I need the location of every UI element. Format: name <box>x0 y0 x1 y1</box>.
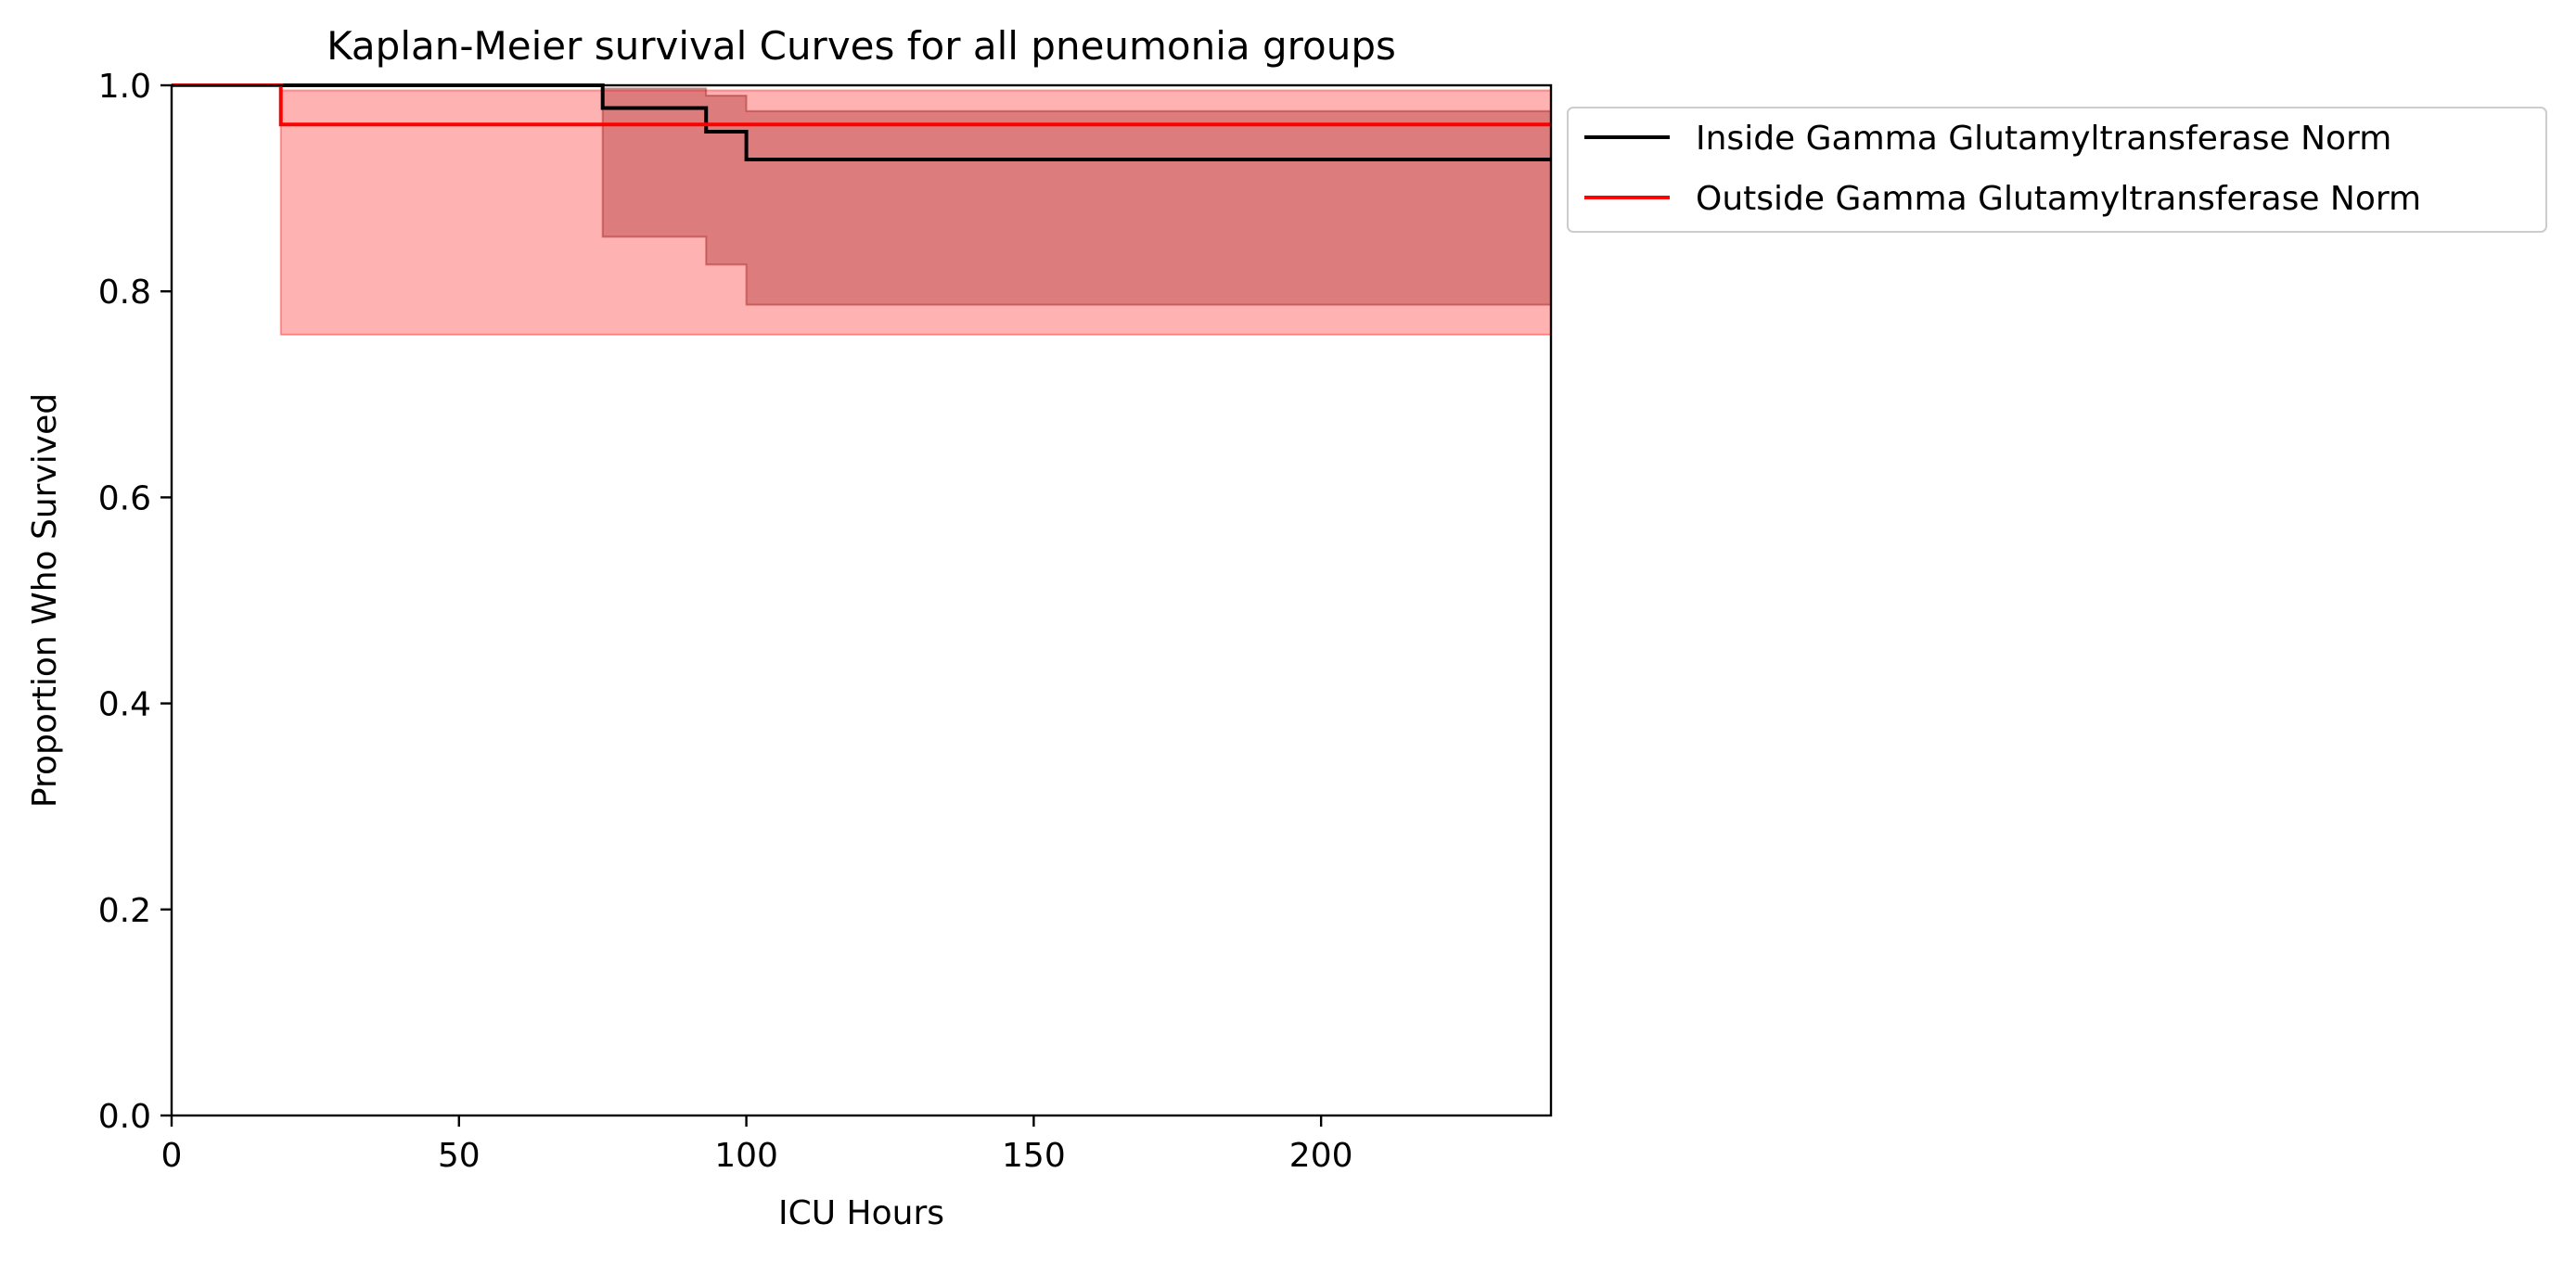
legend-label-inside: Inside Gamma Glutamyltransferase Norm <box>1696 120 2391 158</box>
x-tick-label: 100 <box>714 1137 778 1175</box>
confidence-bands <box>172 84 1552 336</box>
legend: Inside Gamma Glutamyltransferase Norm Ou… <box>1567 107 2547 233</box>
x-axis-label: ICU Hours <box>778 1194 944 1232</box>
y-axis-label: Proportion Who Survived <box>26 393 64 808</box>
x-tick-label: 0 <box>161 1137 183 1175</box>
chart-title: Kaplan-Meier survival Curves for all pne… <box>327 23 1396 69</box>
x-tick-label: 200 <box>1289 1137 1353 1175</box>
y-tick-label: 1.0 <box>98 68 151 106</box>
y-tick-label: 0.4 <box>98 686 151 724</box>
y-tick-label: 0.2 <box>98 892 151 930</box>
x-tick-label: 150 <box>1002 1137 1066 1175</box>
legend-box <box>1567 107 2547 233</box>
x-axis-ticks: 0 50 100 150 200 <box>161 1115 1353 1175</box>
plot-frame <box>170 83 1553 1117</box>
x-tick-label: 50 <box>438 1137 481 1175</box>
legend-label-outside: Outside Gamma Glutamyltransferase Norm <box>1696 180 2421 218</box>
y-tick-label: 0.0 <box>98 1098 151 1136</box>
survival-line-inside <box>172 83 1551 161</box>
y-axis-ticks: 0.0 0.2 0.4 0.6 0.8 1.0 <box>98 68 172 1136</box>
y-tick-label: 0.6 <box>98 479 151 517</box>
y-tick-label: 0.8 <box>98 274 151 312</box>
